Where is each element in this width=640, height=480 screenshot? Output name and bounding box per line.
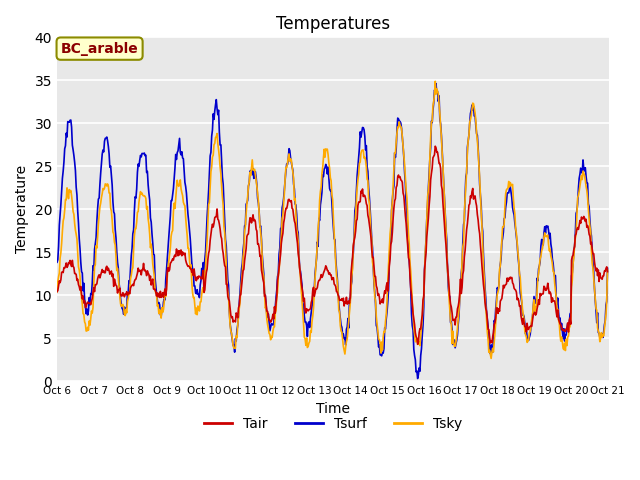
Tsky	[487, 356, 495, 361]
Tair	[120, 292, 127, 298]
Title: Temperatures: Temperatures	[276, 15, 390, 33]
Tair	[53, 288, 61, 294]
Tair	[431, 144, 439, 149]
Line: Tair: Tair	[57, 146, 607, 344]
Tair	[176, 252, 184, 258]
Tair	[399, 190, 407, 196]
Tsurf	[414, 376, 422, 382]
X-axis label: Time: Time	[316, 402, 350, 416]
Tsky	[431, 78, 439, 84]
Tsky	[399, 143, 407, 149]
Tsurf	[205, 188, 212, 193]
Tsurf	[416, 368, 424, 374]
Line: Tsurf: Tsurf	[57, 84, 607, 379]
Tair	[416, 326, 424, 332]
Tsurf	[53, 259, 61, 265]
Tsky	[120, 304, 127, 310]
Tsky	[53, 289, 61, 295]
Tsky	[604, 267, 611, 273]
Tsky	[205, 202, 212, 207]
Tsurf	[120, 312, 127, 317]
Tsurf	[63, 134, 71, 140]
Legend: Tair, Tsurf, Tsky: Tair, Tsurf, Tsky	[198, 411, 468, 436]
Tair	[604, 269, 611, 275]
Tsurf	[176, 135, 184, 141]
Tair	[63, 264, 71, 270]
Text: BC_arable: BC_arable	[61, 42, 138, 56]
Tsky	[176, 181, 184, 187]
Tsurf	[399, 144, 407, 149]
Tsurf	[604, 265, 611, 271]
Y-axis label: Temperature: Temperature	[15, 165, 29, 253]
Tair	[205, 251, 212, 256]
Tair	[414, 341, 422, 347]
Tsky	[63, 185, 71, 191]
Line: Tsky: Tsky	[57, 81, 607, 359]
Tsurf	[432, 81, 440, 86]
Tsky	[415, 339, 423, 345]
